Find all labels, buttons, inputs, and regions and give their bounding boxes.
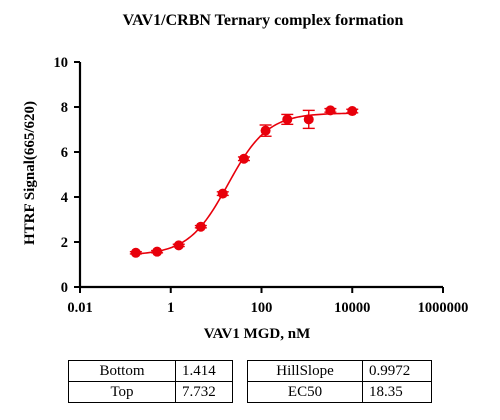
data-point	[238, 153, 249, 164]
fit-params-table-right: HillSlope 0.9972 EC50 18.35	[247, 360, 432, 403]
param-row-bottom: Bottom 1.414	[68, 360, 233, 382]
x-axis: 0.01 1 100 10000 1000000	[67, 285, 469, 316]
x-tick-label: 1000000	[418, 300, 469, 316]
y-tick-label: 0	[61, 280, 68, 296]
x-axis-title: VAV1 MGD, nM	[204, 326, 311, 342]
y-axis: 0 2 4 6 8 10	[54, 55, 82, 296]
param-label-ec50: EC50	[247, 381, 363, 403]
y-tick-label: 2	[61, 235, 68, 251]
param-label-bottom: Bottom	[68, 360, 176, 382]
data-point	[347, 106, 358, 117]
x-tick-label: 1	[167, 300, 174, 316]
data-point	[173, 240, 184, 251]
data-point	[152, 246, 163, 257]
fit-curve-layer	[135, 112, 353, 255]
param-row-hillslope: HillSlope 0.9972	[247, 360, 432, 382]
chart-title: VAV1/CRBN Ternary complex formation	[123, 12, 404, 29]
param-value-bottom: 1.414	[175, 360, 233, 382]
param-label-hillslope: HillSlope	[247, 360, 363, 382]
fit-curve	[135, 112, 353, 255]
data-point	[282, 114, 293, 125]
y-tick-label: 10	[54, 55, 69, 71]
data-point	[130, 247, 141, 258]
param-label-top: Top	[68, 381, 176, 403]
y-tick-label: 8	[61, 100, 68, 116]
data-point	[260, 125, 271, 136]
param-value-hillslope: 0.9972	[362, 360, 432, 382]
x-tick-label: 100	[251, 300, 273, 316]
fit-params-table-left: Bottom 1.414 Top 7.732	[68, 360, 233, 403]
x-tick-label: 0.01	[67, 300, 92, 316]
y-tick-label: 6	[61, 145, 68, 161]
param-row-top: Top 7.732	[68, 381, 233, 403]
ternary-complex-chart: VAV1/CRBN Ternary complex formation 0 2 4 6…	[22, 12, 469, 342]
param-value-top: 7.732	[175, 381, 233, 403]
y-axis-title: HTRF Signal(665/620)	[22, 101, 38, 245]
param-value-ec50: 18.35	[362, 381, 432, 403]
data-point	[303, 114, 314, 125]
data-points-layer	[129, 105, 359, 258]
x-tick-label: 10000	[334, 300, 370, 316]
data-point	[325, 105, 336, 116]
data-point	[217, 188, 228, 199]
data-point	[195, 221, 206, 232]
param-row-ec50: EC50 18.35	[247, 381, 432, 403]
y-tick-label: 4	[61, 190, 68, 206]
